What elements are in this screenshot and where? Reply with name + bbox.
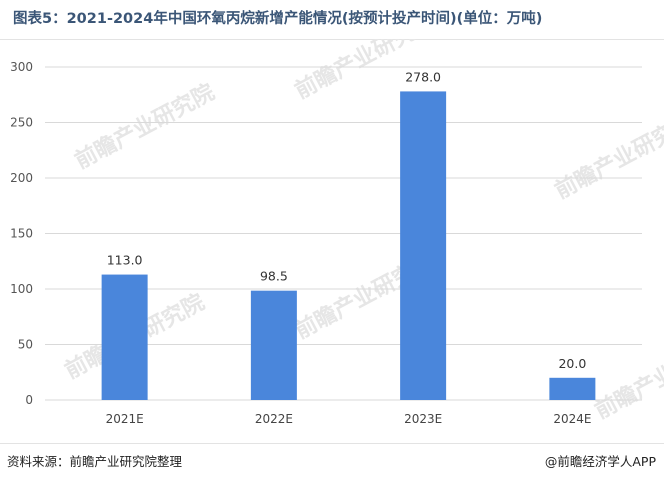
source-note: 资料来源：前瞻产业研究院整理 (7, 454, 183, 469)
data-label: 98.5 (260, 269, 288, 284)
gridlines (45, 66, 642, 401)
data-labels: 113.0 98.5 278.0 20.0 (107, 69, 587, 370)
watermark-text: 前瞻产业研究院 (591, 329, 664, 424)
plot-frame (0, 39, 664, 444)
x-tick-label: 2022E (255, 412, 293, 426)
y-tick-label: 150 (10, 227, 33, 241)
bar (101, 274, 148, 400)
x-tick-label: 2021E (106, 412, 144, 426)
bar (549, 377, 596, 400)
credit-note: @前瞻经济学人APP (544, 454, 656, 469)
data-label: 278.0 (405, 69, 441, 84)
x-axis-ticks: 2021E 2022E 2023E 2024E (106, 412, 592, 426)
x-tick-label: 2024E (553, 412, 591, 426)
bar (400, 91, 447, 401)
bars (101, 91, 596, 401)
watermark-text: 前瞻产业研究院 (71, 79, 219, 174)
watermark-text: 前瞻产业研究院 (551, 109, 664, 204)
chart-title: 图表5：2021-2024年中国环氧丙烷新增产能情况(按预计投产时间)(单位：万… (13, 11, 543, 27)
x-tick-label: 2023E (404, 412, 442, 426)
bar (250, 290, 297, 400)
y-tick-label: 250 (10, 116, 33, 130)
y-tick-label: 50 (18, 338, 33, 352)
y-tick-label: 100 (10, 282, 33, 296)
y-axis-ticks: 0 50 100 150 200 250 300 (10, 60, 33, 407)
y-tick-label: 0 (25, 393, 33, 407)
y-tick-label: 300 (10, 60, 33, 74)
data-label: 20.0 (558, 356, 586, 371)
y-tick-label: 200 (10, 171, 33, 185)
bar-chart: 前瞻产业研究院前瞻产业研究院前瞻产业研究院前瞻产业研究院前瞻产业研究院前瞻产业研… (10, 39, 664, 426)
data-label: 113.0 (107, 253, 143, 268)
